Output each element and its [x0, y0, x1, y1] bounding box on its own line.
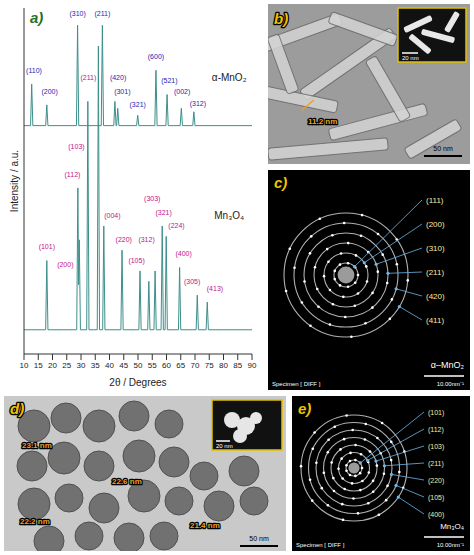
svg-text:b): b): [274, 10, 288, 27]
svg-text:Mn₃O₄: Mn₃O₄: [214, 210, 244, 221]
svg-text:(312): (312): [190, 100, 206, 108]
svg-text:40: 40: [105, 361, 114, 370]
svg-text:22.6 nm: 22.6 nm: [112, 477, 142, 486]
svg-text:Specimen [ DIFF ]: Specimen [ DIFF ]: [272, 381, 321, 387]
svg-text:(200): (200): [426, 220, 445, 229]
svg-text:(420): (420): [110, 74, 126, 82]
svg-text:65: 65: [176, 361, 185, 370]
svg-text:(110): (110): [26, 67, 42, 75]
svg-text:(312): (312): [138, 236, 154, 244]
svg-text:(101): (101): [428, 409, 444, 417]
svg-text:(400): (400): [175, 250, 191, 258]
svg-text:(301): (301): [114, 88, 130, 96]
svg-text:50 nm: 50 nm: [249, 535, 269, 542]
svg-text:(303): (303): [144, 195, 160, 203]
svg-text:70: 70: [191, 361, 200, 370]
svg-text:(211): (211): [428, 460, 444, 468]
svg-text:(413): (413): [207, 285, 223, 293]
svg-text:10.00nm⁻¹: 10.00nm⁻¹: [437, 381, 464, 387]
svg-text:80: 80: [219, 361, 228, 370]
svg-text:50: 50: [134, 361, 143, 370]
svg-text:(211): (211): [426, 268, 444, 277]
svg-text:20 nm: 20 nm: [402, 55, 419, 61]
svg-text:20: 20: [48, 361, 57, 370]
svg-text:(200): (200): [41, 88, 57, 96]
svg-text:(220): (220): [428, 477, 444, 485]
svg-text:11.2 nm: 11.2 nm: [308, 117, 337, 126]
svg-text:(321): (321): [130, 101, 146, 109]
svg-text:(200): (200): [57, 261, 73, 269]
svg-text:(002): (002): [174, 88, 190, 96]
svg-text:35: 35: [91, 361, 100, 370]
svg-text:85: 85: [233, 361, 242, 370]
svg-text:21.4 nm: 21.4 nm: [190, 521, 220, 530]
svg-text:α-MnO₂: α-MnO₂: [212, 72, 247, 83]
svg-text:c): c): [274, 174, 287, 191]
svg-text:(420): (420): [426, 292, 445, 301]
svg-text:Mn₃O₄: Mn₃O₄: [440, 522, 464, 531]
svg-text:(103): (103): [428, 443, 444, 451]
svg-text:45: 45: [119, 361, 128, 370]
svg-text:(112): (112): [428, 426, 444, 434]
svg-text:(310): (310): [426, 244, 445, 253]
svg-text:25: 25: [62, 361, 71, 370]
svg-text:(211): (211): [80, 74, 96, 82]
svg-text:(400): (400): [428, 511, 444, 519]
svg-text:(220): (220): [116, 236, 132, 244]
svg-text:10: 10: [20, 361, 29, 370]
svg-text:55: 55: [148, 361, 157, 370]
svg-text:15: 15: [34, 361, 43, 370]
svg-text:90: 90: [248, 361, 257, 370]
svg-text:2θ / Degrees: 2θ / Degrees: [109, 377, 166, 388]
svg-text:75: 75: [205, 361, 214, 370]
svg-text:(211): (211): [94, 10, 110, 18]
svg-text:(600): (600): [148, 53, 164, 61]
svg-text:(105): (105): [428, 494, 444, 502]
svg-text:23.1 nm: 23.1 nm: [22, 441, 52, 450]
svg-text:Intensity / a.u.: Intensity / a.u.: [9, 150, 20, 212]
svg-text:Specimen [ DIFF ]: Specimen [ DIFF ]: [296, 542, 345, 548]
svg-text:(112): (112): [65, 171, 81, 179]
svg-text:(103): (103): [68, 143, 84, 151]
svg-text:20 nm: 20 nm: [216, 443, 233, 449]
svg-text:(111): (111): [426, 196, 444, 205]
svg-text:d): d): [10, 400, 24, 417]
svg-text:(004): (004): [104, 212, 120, 220]
html-text:a): a): [30, 9, 44, 26]
svg-text:(101): (101): [39, 243, 55, 251]
svg-text:60: 60: [162, 361, 171, 370]
svg-text:e): e): [298, 400, 311, 417]
svg-text:(310): (310): [69, 10, 85, 18]
svg-text:(321): (321): [155, 209, 171, 217]
svg-text:30: 30: [77, 361, 86, 370]
svg-text:50 nm: 50 nm: [433, 145, 453, 152]
svg-text:(105): (105): [128, 257, 144, 265]
svg-text:10.00nm⁻¹: 10.00nm⁻¹: [437, 542, 464, 548]
svg-text:(411): (411): [426, 316, 444, 325]
svg-text:22.2 nm: 22.2 nm: [20, 517, 50, 526]
svg-text:(224): (224): [168, 222, 184, 230]
svg-text:(521): (521): [161, 77, 177, 85]
svg-text:α–MnO₂: α–MnO₂: [431, 360, 465, 370]
svg-text:(305): (305): [184, 278, 200, 286]
